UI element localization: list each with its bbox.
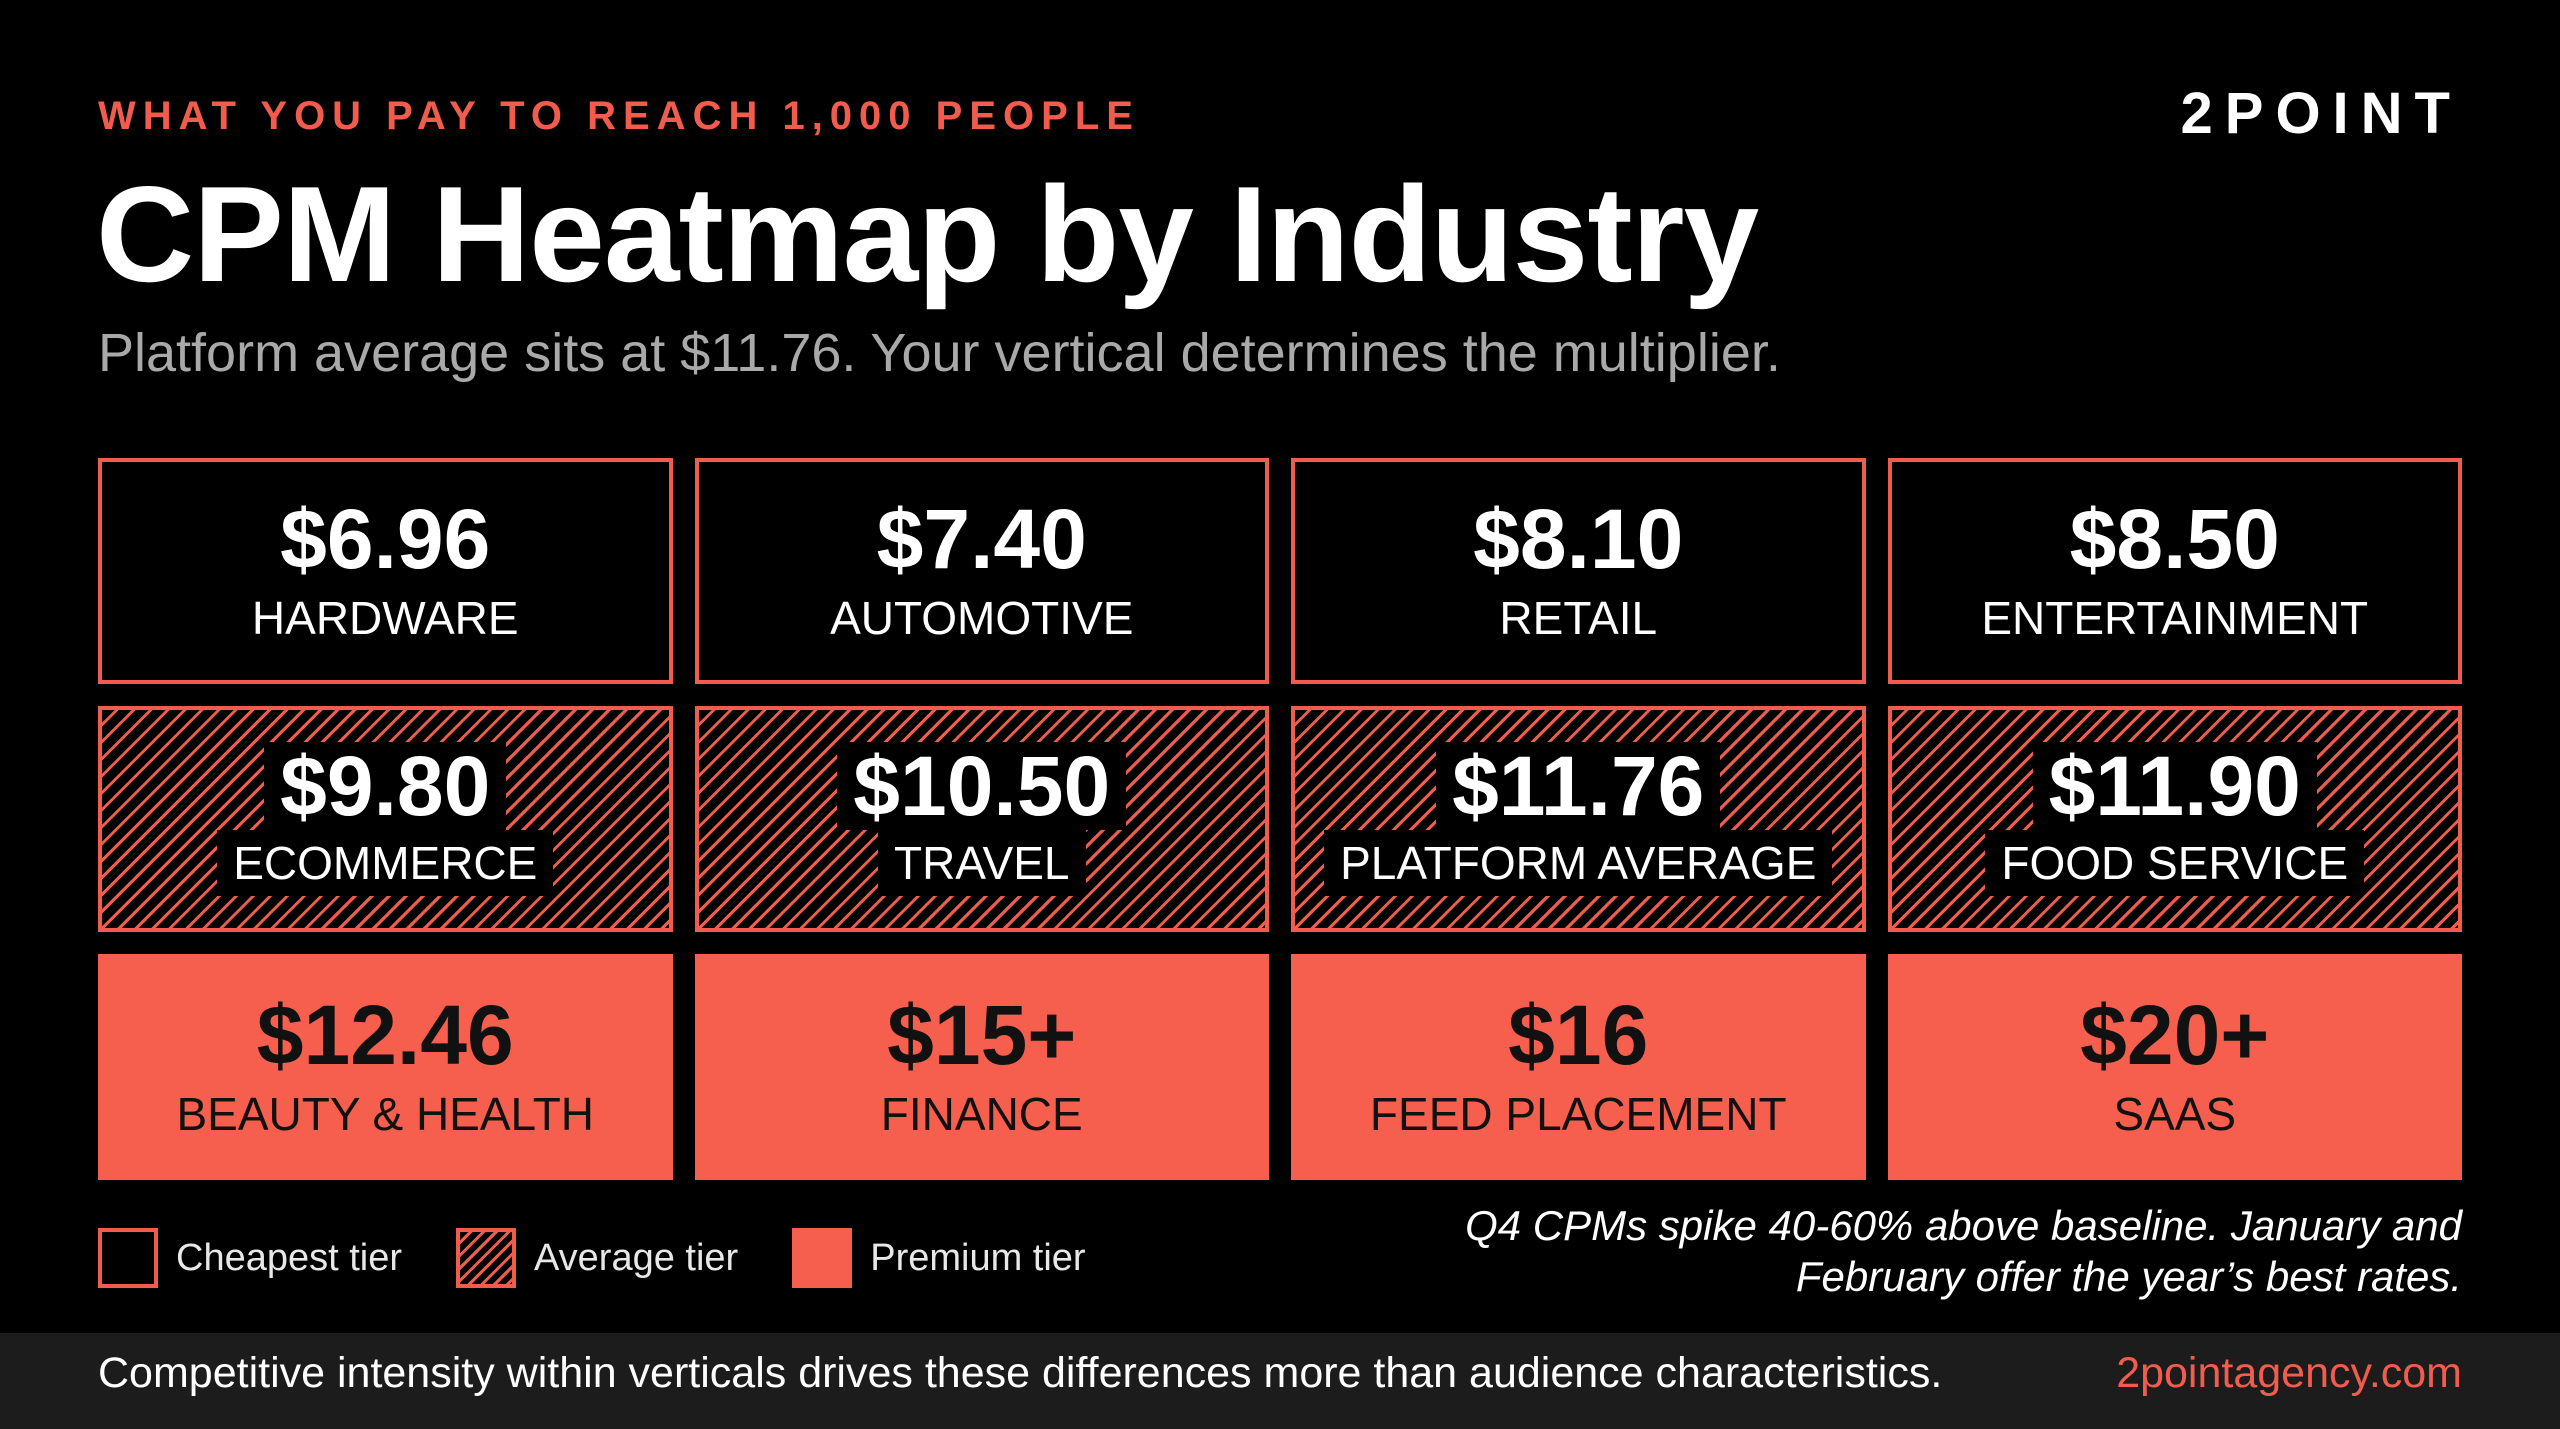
legend-item-cheapest: Cheapest tier [98,1228,402,1288]
cell-value: $11.76 [1436,742,1721,830]
footer-bar: Competitive intensity within verticals d… [0,1333,2560,1429]
heatmap-cell: $20+ SAAS [1887,954,2462,1180]
brand-logo: 2POINT [2180,81,2462,146]
cell-category: ENTERTAINMENT [1981,592,2369,644]
heatmap-cell: $10.50 TRAVEL [694,706,1269,932]
legend: Cheapest tier Average tier Premium tier [98,1228,1140,1288]
heatmap-cell: $11.90 FOOD SERVICE [1887,706,2462,932]
heatmap-cell: $9.80 ECOMMERCE [98,706,673,932]
cell-category: BEAUTY & HEALTH [176,1088,595,1140]
cell-category: TRAVEL [877,830,1086,896]
cell-value: $11.90 [2032,742,2317,830]
cell-value: $7.40 [876,492,1087,586]
cell-value: $8.10 [1473,492,1684,586]
legend-label-average: Average tier [534,1236,739,1279]
cell-value: $16 [1508,988,1649,1082]
seasonality-note: Q4 CPMs spike 40-60% above baseline. Jan… [1465,1202,2462,1301]
cell-category: FINANCE [880,1088,1083,1140]
heatmap-cell: $11.76 PLATFORM AVERAGE [1291,706,1866,932]
heatmap-cell: $15+ FINANCE [694,954,1269,1180]
eyebrow-text: WHAT YOU PAY TO REACH 1,000 PEOPLE [98,94,1140,138]
page-subtitle: Platform average sits at $11.76. Your ve… [98,323,1781,383]
cell-category: HARDWARE [251,592,519,644]
cell-value: $20+ [2080,988,2270,1082]
heatmap-cell: $6.96 HARDWARE [98,458,673,684]
legend-label-cheapest: Cheapest tier [176,1236,403,1279]
cell-value: $9.80 [264,742,507,830]
legend-item-average: Average tier [456,1228,738,1288]
cell-category: ECOMMERCE [217,830,554,896]
cell-value: $10.50 [837,742,1127,830]
cell-value: $8.50 [2069,492,2280,586]
page-title: CPM Heatmap by Industry [96,158,1759,310]
heatmap-grid: $6.96 HARDWARE $7.40 AUTOMOTIVE $8.10 RETAIL $… [98,458,2462,1180]
legend-item-premium: Premium tier [792,1228,1086,1288]
cell-value: $15+ [887,988,1077,1082]
footer-text: Competitive intensity within verticals d… [98,1349,1943,1397]
cell-category: FOOD SERVICE [1985,830,2365,896]
heatmap-cell: $12.46 BEAUTY & HEALTH [98,954,673,1180]
cell-category: AUTOMOTIVE [830,592,1134,644]
cell-value: $6.96 [280,492,491,586]
legend-swatch-cheapest [98,1228,158,1288]
heatmap-cell: $8.10 RETAIL [1291,458,1866,684]
cell-category: SAAS [2113,1088,2237,1140]
cell-category: PLATFORM AVERAGE [1324,830,1833,896]
footer-link[interactable]: 2pointagency.com [2116,1349,2462,1397]
legend-swatch-premium [792,1228,853,1288]
legend-swatch-average [456,1228,517,1288]
heatmap-cell: $7.40 AUTOMOTIVE [694,458,1269,684]
heatmap-cell: $16 FEED PLACEMENT [1291,954,1866,1180]
heatmap-cell: $8.50 ENTERTAINMENT [1887,458,2462,684]
legend-label-premium: Premium tier [870,1236,1086,1279]
cell-category: RETAIL [1499,592,1658,644]
cell-value: $12.46 [256,988,514,1082]
cell-category: FEED PLACEMENT [1369,1088,1787,1140]
